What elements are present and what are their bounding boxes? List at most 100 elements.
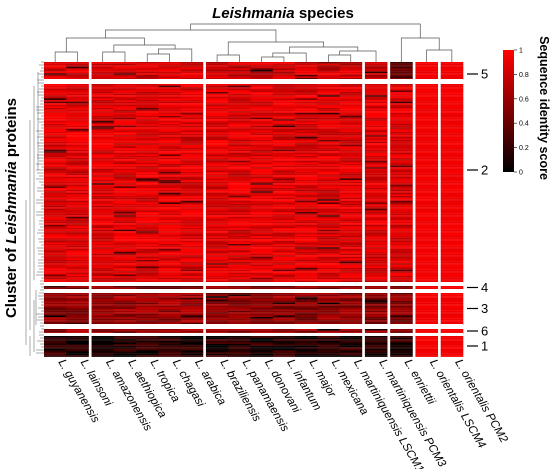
heatmap-cell [272, 234, 296, 237]
heatmap-cell [66, 181, 89, 184]
heatmap-cell [228, 307, 251, 310]
heatmap-cell [415, 242, 439, 245]
heatmap-cell [136, 65, 159, 67]
heatmap-cell [91, 287, 115, 290]
heatmap-cell [158, 68, 181, 71]
heatmap-cell [440, 264, 464, 267]
heatmap-cell [205, 176, 229, 179]
heatmap-cell [205, 213, 229, 216]
heatmap-cell [228, 66, 251, 69]
heatmap-cell [180, 245, 204, 248]
heatmap-cell [415, 269, 439, 272]
heatmap-cell [205, 63, 229, 66]
heatmap-cell [180, 205, 204, 208]
heatmap-cell [339, 336, 363, 338]
heatmap-cell [205, 239, 229, 241]
heatmap-cell [158, 348, 181, 351]
heatmap-cell [91, 194, 115, 197]
heatmap-cell [415, 287, 439, 290]
heatmap-cell [136, 149, 159, 152]
heatmap-cell [205, 157, 229, 160]
heatmap-cell [205, 103, 229, 105]
heatmap-cell [44, 317, 67, 319]
heatmap-cell [317, 224, 340, 227]
heatmap-cell [364, 87, 388, 89]
heatmap-cell [113, 216, 137, 219]
heatmap-cell [91, 317, 115, 319]
heatmap-cell [415, 101, 439, 104]
heatmap-cell [390, 210, 413, 213]
heatmap-cell [272, 277, 296, 280]
heatmap-cell [364, 175, 388, 177]
heatmap-cell [136, 68, 159, 71]
heatmap-cell [136, 277, 159, 280]
heatmap-cell [205, 141, 229, 144]
heatmap-cell [390, 108, 413, 110]
heatmap-cell [317, 85, 340, 88]
heatmap-cell [228, 194, 251, 197]
heatmap-cell [317, 237, 340, 240]
heatmap-cell [136, 62, 159, 64]
heatmap-cell [295, 127, 318, 129]
heatmap-cell [180, 85, 204, 88]
heatmap-cell [91, 260, 115, 262]
heatmap-cell [66, 256, 89, 259]
heatmap-cell [228, 106, 251, 109]
heatmap-cell [415, 133, 439, 136]
heatmap-cell [364, 304, 388, 306]
heatmap-cell [272, 95, 296, 97]
heatmap-cell [113, 224, 137, 227]
heatmap-cell [250, 309, 274, 311]
heatmap-cell [317, 138, 340, 141]
heatmap-cell [339, 224, 363, 227]
heatmap-cell [91, 88, 115, 91]
heatmap-cell [113, 240, 137, 243]
heatmap-cell [91, 264, 115, 267]
heatmap-cell [44, 68, 67, 71]
heatmap-cell [390, 157, 413, 160]
heatmap-cell [44, 92, 67, 94]
heatmap-cell [339, 309, 363, 311]
heatmap-cell [440, 159, 464, 161]
heatmap-cell [295, 175, 318, 177]
heatmap-cell [390, 199, 413, 201]
heatmap-cell [180, 226, 204, 229]
heatmap-cell [136, 66, 159, 69]
heatmap-cell [205, 317, 229, 319]
heatmap-cell [440, 305, 464, 308]
heatmap-cell [364, 274, 388, 277]
heatmap-cell [415, 74, 439, 77]
heatmap-cell [272, 313, 296, 316]
heatmap-cell [180, 228, 204, 230]
heatmap-cell [415, 71, 439, 74]
heatmap-cell [136, 63, 159, 66]
heatmap-cell [228, 236, 251, 238]
heatmap-cell [339, 248, 363, 251]
heatmap-cell [113, 218, 137, 221]
heatmap-cell [364, 143, 388, 145]
heatmap-cell [317, 205, 340, 208]
heatmap-cell [228, 164, 251, 166]
heatmap-cell [205, 208, 229, 211]
heatmap-cell [66, 188, 89, 190]
heatmap-cell [390, 184, 413, 187]
heatmap-cell [44, 347, 67, 349]
heatmap-cell [295, 304, 318, 306]
heatmap-cell [158, 264, 181, 267]
heatmap-cell [415, 117, 439, 120]
heatmap-cell [205, 355, 229, 357]
heatmap-cell [113, 186, 137, 189]
heatmap-cell [250, 106, 274, 109]
heatmap-cell [339, 220, 363, 222]
heatmap-cell [295, 188, 318, 190]
heatmap-cell [415, 236, 439, 238]
heatmap-cell [440, 70, 464, 72]
heatmap-cell [44, 318, 67, 321]
heatmap-cell [44, 84, 67, 86]
legend-tick-label: 0.2 [519, 145, 529, 152]
heatmap-cell [205, 66, 229, 69]
heatmap-cell [250, 73, 274, 75]
heatmap-cell [158, 101, 181, 104]
heatmap-cell [44, 202, 67, 205]
heatmap-cell [136, 95, 159, 97]
